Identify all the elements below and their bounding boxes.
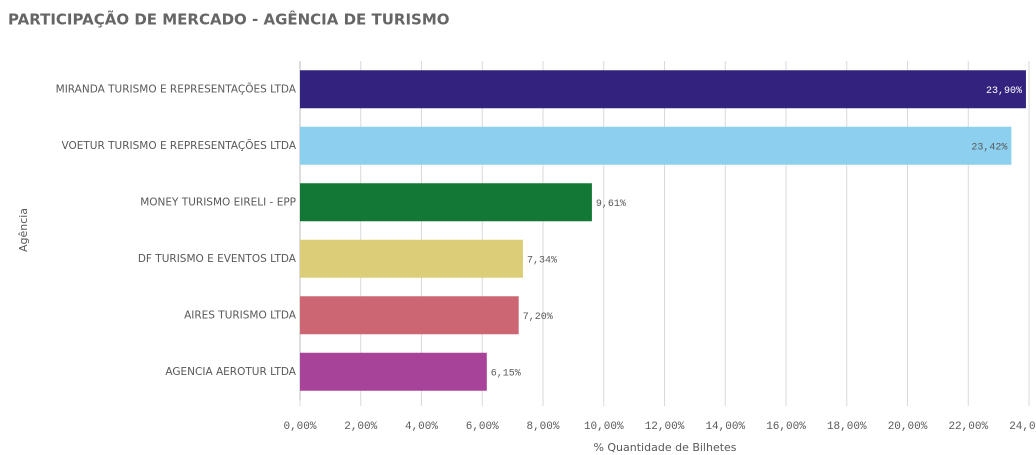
x-tick-label: 6,00% (466, 421, 499, 433)
x-tick-label: 20,00% (888, 421, 928, 433)
bar (300, 296, 519, 335)
x-tick-label: 22,00% (948, 421, 988, 433)
y-tick-label: VOETUR TURISMO E REPRESENTAÇÕES LTDA (62, 139, 297, 152)
bar (300, 239, 523, 278)
y-tick-label: AIRES TURISMO LTDA (184, 309, 297, 321)
x-tick-label: 16,00% (766, 421, 806, 433)
bar (300, 352, 487, 391)
bar (300, 183, 592, 222)
x-tick-label: 24,00% (1009, 421, 1036, 433)
y-tick-label: MONEY TURISMO EIRELI - EPP (140, 196, 296, 208)
x-tick-label: 4,00% (405, 421, 438, 433)
value-label: 23,42% (971, 142, 1007, 153)
y-tick-label: AGENCIA AEROTUR LTDA (165, 366, 296, 378)
value-label: 9,61% (596, 199, 626, 210)
bar (300, 126, 1012, 165)
chart-title: PARTICIPAÇÃO DE MERCADO - AGÊNCIA DE TUR… (8, 10, 450, 29)
y-tick-label: MIRANDA TURISMO E REPRESENTAÇÕES LTDA (56, 82, 297, 95)
x-axis-label: % Quantidade de Bilhetes (593, 441, 736, 454)
x-tick-label: 0,00% (283, 421, 316, 433)
y-axis-label: Agência (17, 208, 30, 252)
x-tick-label: 14,00% (705, 421, 745, 433)
value-label: 6,15% (491, 368, 521, 379)
bar (300, 70, 1026, 109)
value-label: 7,20% (523, 312, 553, 323)
value-label: 7,34% (527, 255, 557, 266)
x-tick-label: 2,00% (344, 421, 377, 433)
x-tick-label: 12,00% (645, 421, 685, 433)
x-tick-label: 10,00% (584, 421, 624, 433)
x-tick-label: 18,00% (827, 421, 867, 433)
x-tick-label: 8,00% (526, 421, 559, 433)
y-tick-label: DF TURISMO E EVENTOS LTDA (138, 253, 297, 265)
value-label: 23,90% (986, 86, 1022, 97)
